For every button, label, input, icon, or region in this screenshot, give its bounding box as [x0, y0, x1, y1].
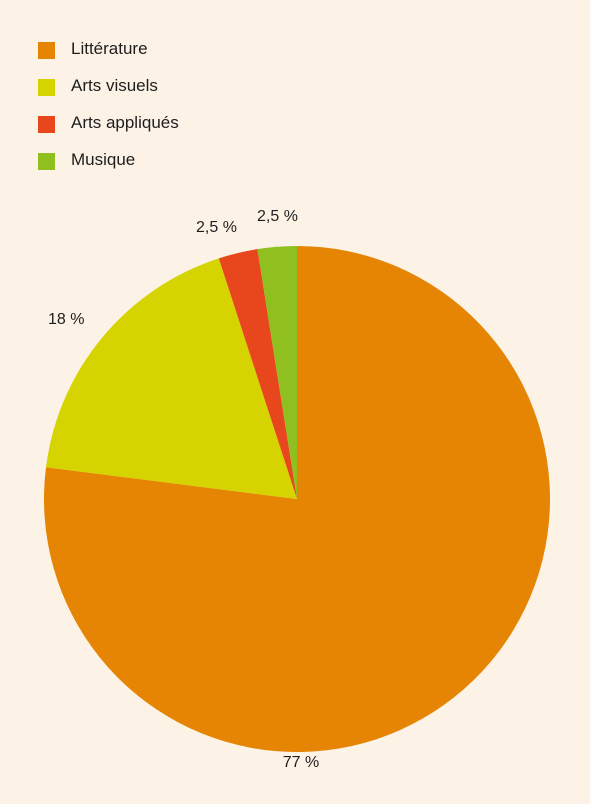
slice-label-litterature: 77 % — [283, 754, 319, 771]
legend-label-musique: Musique — [71, 150, 136, 169]
legend-label-arts-visuels: Arts visuels — [71, 76, 158, 95]
legend-swatch-musique — [38, 153, 55, 170]
pie-slices — [43, 246, 550, 752]
legend-swatch-arts-visuels — [38, 79, 55, 96]
legend-swatch-litterature — [38, 42, 55, 59]
slice-label-arts-visuels: 18 % — [48, 311, 84, 328]
legend-swatch-arts-appliques — [38, 116, 55, 133]
pie-slice-musique — [257, 246, 297, 499]
pie-slice-arts-visuels — [45, 258, 297, 499]
legend-label-arts-appliques: Arts appliqués — [71, 113, 179, 132]
legend-label-litterature: Littérature — [71, 39, 148, 58]
slice-label-musique: 2,5 % — [257, 208, 298, 225]
slice-label-arts-appliques: 2,5 % — [196, 219, 237, 236]
pie-slice-labels: 77 % 18 % 2,5 % 2,5 % — [48, 208, 319, 771]
pie-slice-litterature — [43, 246, 550, 752]
pie-slice-arts-appliques — [218, 249, 297, 499]
